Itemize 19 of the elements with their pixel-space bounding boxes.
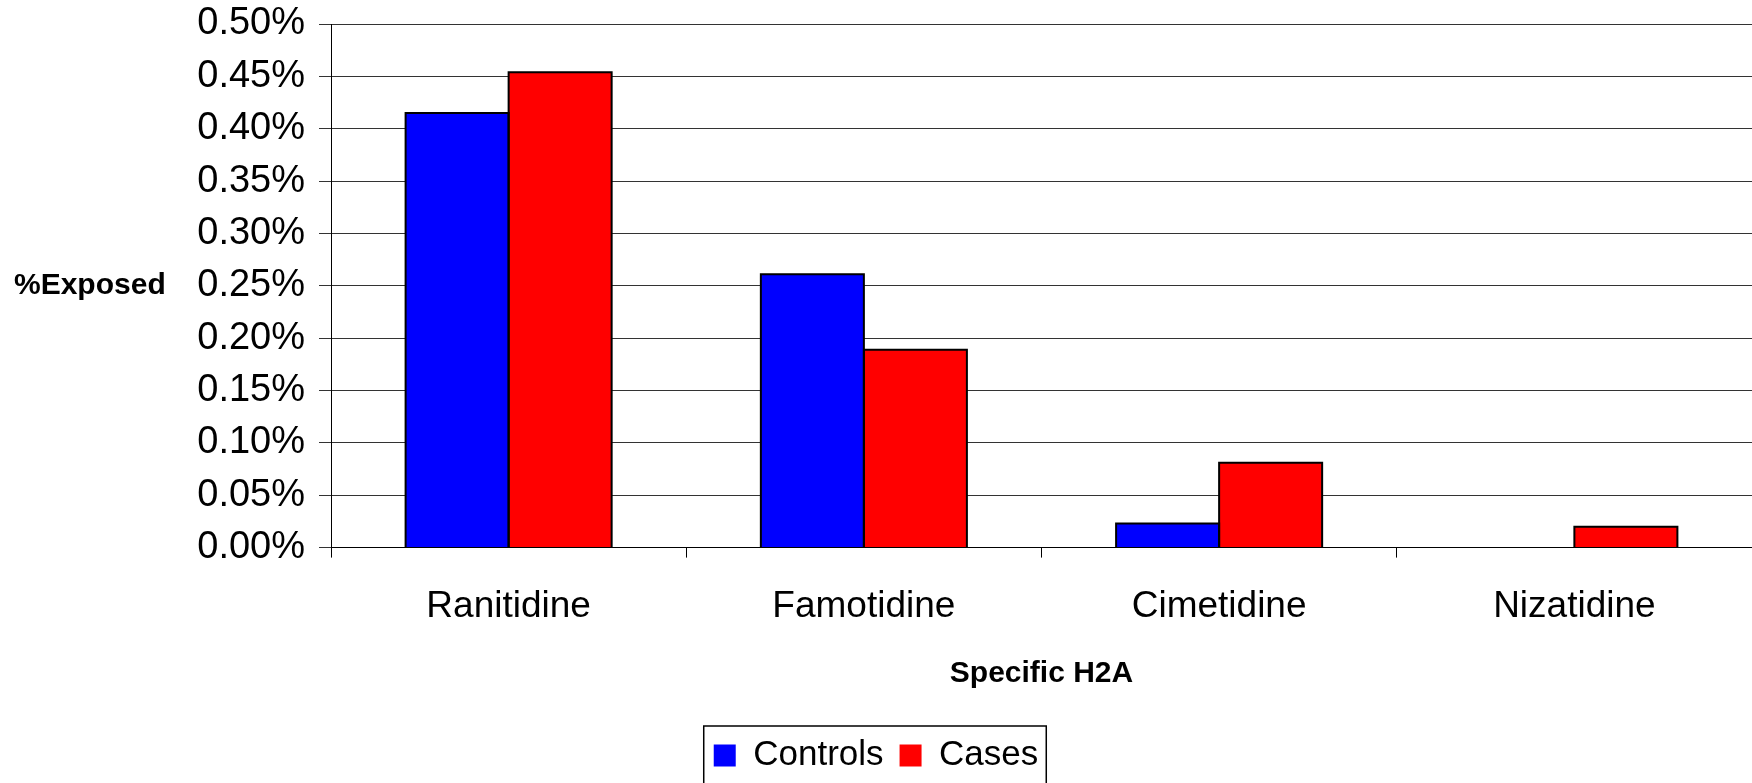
y-tick-label: 0.40% — [197, 105, 305, 148]
x-tick-label: Nizatidine — [1493, 584, 1656, 625]
legend-label: Cases — [939, 733, 1039, 773]
y-tick-label: 0.00% — [197, 524, 305, 567]
y-tick-label: 0.10% — [197, 419, 305, 462]
x-tick-label: Cimetidine — [1131, 584, 1307, 625]
y-tick-label: 0.30% — [197, 209, 305, 252]
y-tick-label: 0.25% — [197, 262, 305, 305]
x-tick-label: Ranitidine — [426, 584, 591, 625]
y-axis-title: %Exposed — [14, 267, 166, 301]
y-tick-label: 0.50% — [197, 0, 305, 43]
y-tick-label: 0.20% — [197, 314, 305, 357]
x-tick-label: Famotidine — [772, 584, 956, 625]
x-axis-title: Specific H2A — [949, 655, 1134, 689]
y-tick-label: 0.35% — [197, 157, 305, 200]
y-tick-label: 0.45% — [197, 52, 305, 95]
y-tick-label: 0.05% — [197, 471, 305, 514]
y-tick-label: 0.15% — [197, 367, 305, 409]
legend-label: Controls — [753, 733, 884, 773]
